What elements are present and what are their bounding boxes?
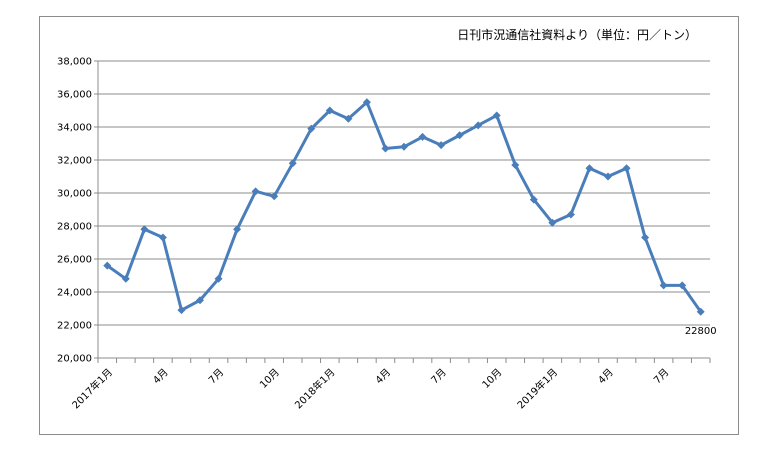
- data-point: [696, 307, 705, 316]
- x-tick-label: 2018年1月: [292, 366, 338, 412]
- y-axis: 20,000 22,000 24,000 26,000 28,000 30,000 32,0…: [57, 57, 99, 365]
- data-point: [140, 225, 149, 234]
- data-point: [511, 160, 520, 169]
- data-point: [214, 274, 223, 283]
- y-tick-label: 28,000: [57, 222, 92, 233]
- data-point: [548, 218, 557, 227]
- gridlines: [98, 60, 710, 359]
- data-point: [362, 98, 371, 107]
- y-tick-label: 38,000: [57, 57, 92, 68]
- data-point: [344, 114, 353, 123]
- data-point: [585, 164, 594, 173]
- x-tick-label: 7月: [429, 366, 449, 386]
- data-point: [196, 296, 204, 305]
- data-point: [437, 141, 446, 150]
- y-tick-label: 32,000: [57, 156, 92, 167]
- data-point: [121, 274, 130, 283]
- data-point: [177, 306, 186, 315]
- y-tick-label: 24,000: [57, 288, 92, 299]
- y-tick-label: 34,000: [57, 123, 92, 134]
- data-labels: 22800: [685, 326, 717, 337]
- y-tick-label: 36,000: [57, 90, 92, 101]
- x-axis: 2017年1月 4月 7月 10月 2018年1月 4月 7月 10月 2019年1月 4月 7月: [69, 357, 711, 412]
- data-point: [604, 172, 612, 181]
- data-point: [492, 111, 501, 120]
- y-tick-label: 20,000: [57, 354, 92, 365]
- data-label: 22800: [685, 326, 717, 337]
- data-point: [678, 281, 687, 290]
- x-tick-label: 2019年1月: [514, 366, 560, 412]
- x-tick-label: 4月: [596, 366, 616, 386]
- y-tick-label: 22,000: [57, 321, 92, 332]
- data-point: [270, 192, 279, 201]
- data-point: [103, 261, 112, 270]
- data-point: [381, 144, 390, 153]
- x-tick-label: 10月: [257, 366, 282, 391]
- x-tick-label: 10月: [480, 366, 505, 391]
- x-tick-label: 7月: [651, 366, 671, 386]
- y-tick-label: 30,000: [57, 189, 92, 200]
- data-point: [251, 187, 260, 196]
- data-point: [233, 225, 242, 234]
- x-tick-label: 4月: [373, 366, 393, 386]
- data-point: [158, 233, 167, 242]
- data-point: [400, 142, 408, 151]
- x-tick-label: 2017年1月: [69, 366, 115, 412]
- data-point: [288, 159, 297, 168]
- data-point: [418, 132, 427, 141]
- y-tick-label: 26,000: [57, 255, 92, 266]
- data-point: [659, 281, 668, 290]
- data-point: [641, 233, 650, 242]
- data-point: [622, 164, 631, 173]
- series-line-path: [106, 100, 702, 313]
- data-point: [474, 121, 483, 130]
- series-line: [103, 98, 705, 316]
- source-note: 日刊市況通信社資料より（単位：円／トン）: [457, 28, 697, 42]
- x-tick-label: 7月: [206, 366, 226, 386]
- data-point: [455, 131, 464, 140]
- data-point: [566, 210, 575, 219]
- data-point: [529, 195, 538, 204]
- data-point: [307, 124, 316, 133]
- x-tick-label: 4月: [151, 366, 171, 386]
- data-point: [325, 106, 334, 115]
